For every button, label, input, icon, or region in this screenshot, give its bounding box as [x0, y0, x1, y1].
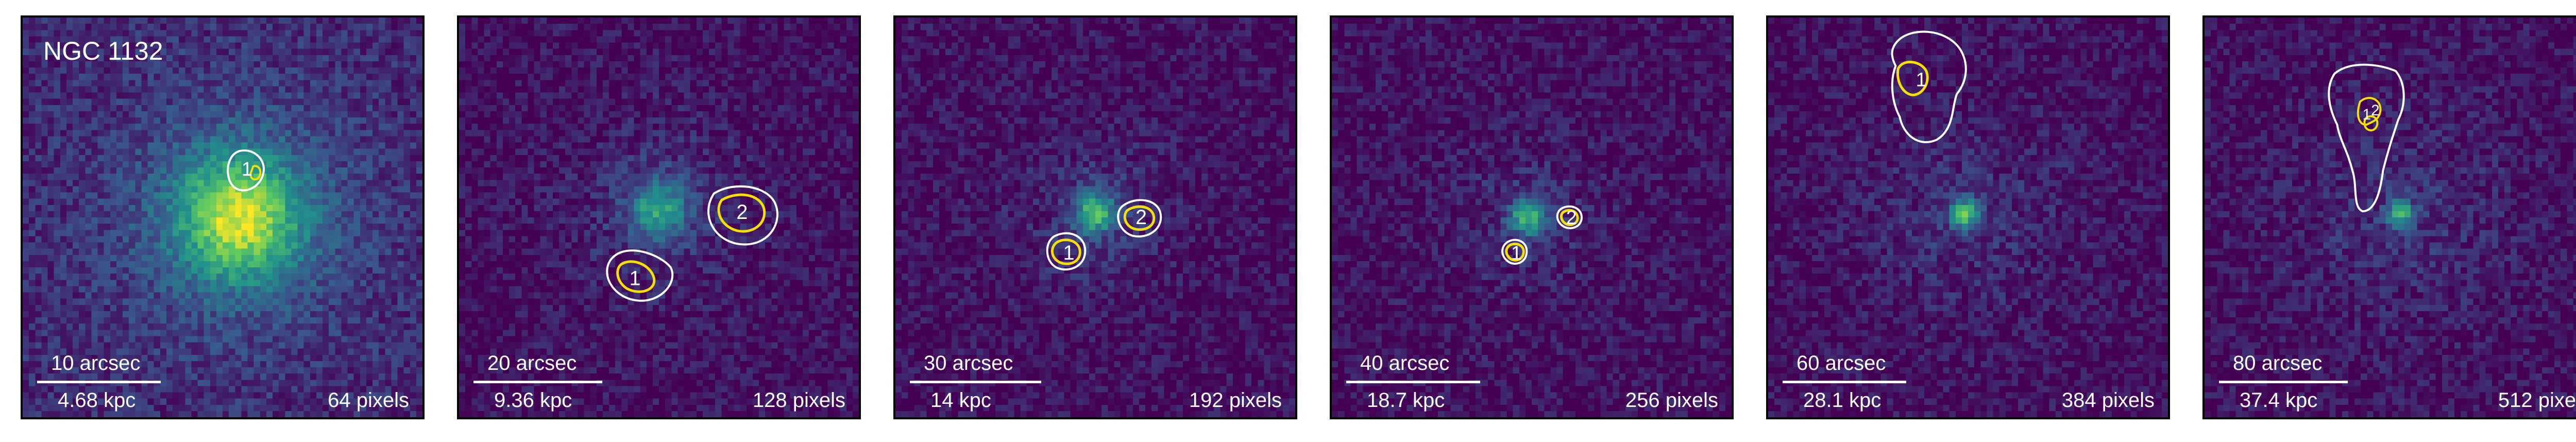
- scale-bar: [37, 381, 161, 383]
- scale-bar: [910, 381, 1041, 383]
- source-2-inner-contour: [2363, 115, 2379, 131]
- source-1-inner-contour: [1505, 243, 1525, 262]
- source-label-2: 2: [1136, 206, 1147, 229]
- figure-title: NGC 1132: [43, 37, 163, 65]
- image-panel-3: 1 2 30 arcsec 14 kpc 192 pixels: [893, 15, 1297, 419]
- source-1-inner-contour: [1896, 60, 1929, 96]
- source-label-1: 1: [2362, 106, 2371, 123]
- image-size-pixels: 192 pixels: [1189, 389, 1282, 412]
- source-2-inner-contour: [1123, 205, 1156, 231]
- source-label-1: 1: [1916, 69, 1926, 91]
- image-panel-6: 1 2 80 arcsec 37.4 kpc 512 pixels: [2202, 15, 2576, 419]
- source-2-outer-contour: [1117, 199, 1162, 237]
- scale-kpc: 9.36 kpc: [494, 389, 572, 412]
- scale-bar: [1346, 381, 1480, 383]
- scale-arcsec: 80 arcsec: [2233, 352, 2323, 375]
- scale-arcsec: 40 arcsec: [1360, 352, 1450, 375]
- scale-kpc: 37.4 kpc: [2240, 389, 2318, 412]
- scale-arcsec: 10 arcsec: [51, 352, 141, 375]
- scale-kpc: 18.7 kpc: [1367, 389, 1445, 412]
- source-2-outer-contour: [707, 185, 778, 246]
- image-size-pixels: 128 pixels: [752, 389, 845, 412]
- image-size-pixels: 256 pixels: [1625, 389, 1718, 412]
- source-label-2: 2: [1566, 207, 1577, 228]
- source-label-1: 1: [1063, 242, 1075, 264]
- source-contours: 1: [227, 149, 265, 192]
- scale-bar: [473, 381, 602, 383]
- source-contours: 1 2: [2328, 63, 2405, 213]
- image-panel-5: 1 60 arcsec 28.1 kpc 384 pixels: [1766, 15, 2170, 419]
- source-1-outer-contour: [1501, 239, 1528, 265]
- scale-arcsec: 20 arcsec: [487, 352, 577, 375]
- scale-bar: [1783, 381, 1906, 383]
- xray-image: [1332, 18, 1732, 417]
- source-1-inner-contour: [1051, 239, 1081, 265]
- xray-image: [23, 18, 422, 417]
- scale-arcsec: 30 arcsec: [924, 352, 1013, 375]
- xray-image: [1768, 18, 2168, 417]
- source-1-inner-contour: [616, 260, 656, 293]
- source-label-1: 1: [1511, 242, 1522, 264]
- source-contours: 1: [1891, 30, 1967, 143]
- source-1-outer-contour: [227, 149, 265, 192]
- source-1-outer-contour: [1891, 30, 1967, 143]
- source-2-inner-contour: [1560, 209, 1579, 226]
- scale-kpc: 4.68 kpc: [58, 389, 136, 412]
- image-panel-2: 1 2 20 arcsec 9.36 kpc 128 pixels: [457, 15, 861, 419]
- image-panel-4: 1 2 40 arcsec 18.7 kpc 256 pixels: [1330, 15, 1734, 419]
- image-size-pixels: 512 pixels: [2498, 389, 2576, 412]
- source-contours: 1 2: [1501, 205, 1583, 265]
- scale-bar: [2219, 381, 2348, 383]
- source-contours: 1 2: [606, 185, 778, 302]
- scale-kpc: 14 kpc: [930, 389, 991, 412]
- source-2-outer-contour: [1556, 205, 1583, 229]
- source-1-outer-contour: [1046, 232, 1087, 271]
- source-1-inner-contour: [249, 165, 262, 181]
- source-label-1: 1: [629, 267, 640, 290]
- image-size-pixels: 64 pixels: [328, 389, 409, 412]
- xray-image: [895, 18, 1295, 417]
- image-panel-1: 1 NGC 1132 10 arcsec 4.68 kpc 64 pixels: [21, 15, 425, 419]
- xray-image: [459, 18, 859, 417]
- source-label-2: 2: [736, 201, 748, 224]
- xray-image: [2205, 18, 2576, 417]
- scale-arcsec: 60 arcsec: [1797, 352, 1886, 375]
- source-1-outer-contour: [2328, 63, 2405, 213]
- scale-kpc: 28.1 kpc: [1803, 389, 1882, 412]
- source-2-inner-contour: [717, 193, 766, 233]
- source-1-outer-contour: [606, 249, 674, 302]
- source-label-2: 2: [2371, 102, 2380, 119]
- source-label-1: 1: [242, 158, 252, 180]
- source-contours: 1 2: [1046, 199, 1162, 271]
- image-size-pixels: 384 pixels: [2061, 389, 2155, 412]
